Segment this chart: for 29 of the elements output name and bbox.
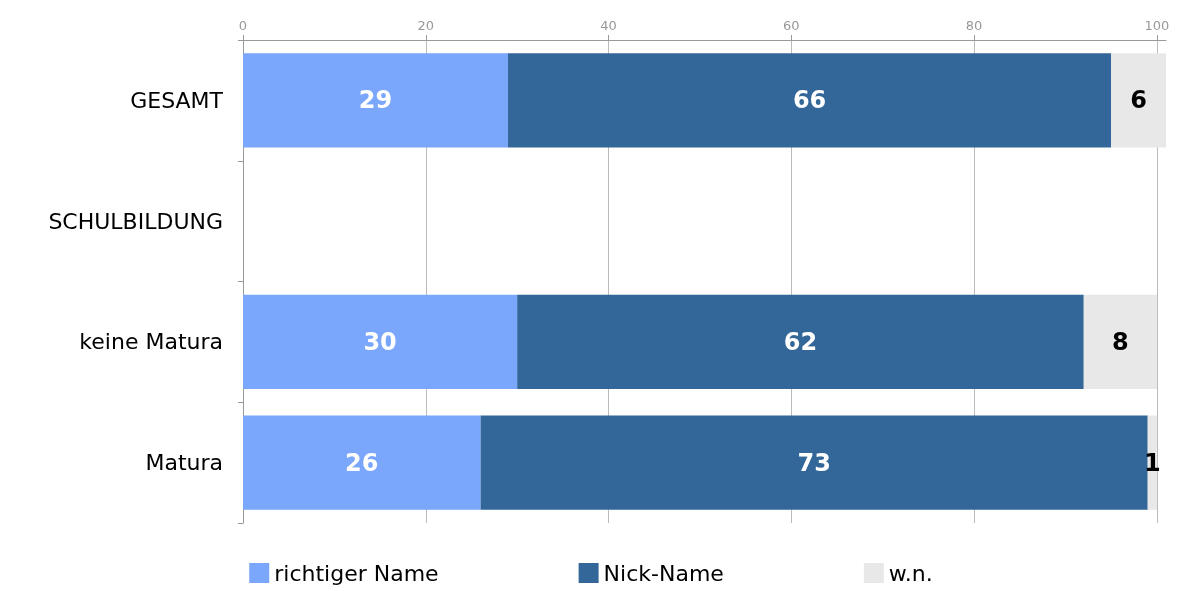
bar bbox=[480, 415, 1148, 510]
data-label: 66 bbox=[792, 86, 827, 115]
bar bbox=[243, 53, 509, 148]
y-tick-label: keine Matura bbox=[79, 329, 223, 355]
data-label: 73 bbox=[797, 448, 831, 477]
bar bbox=[517, 294, 1084, 389]
data-label: 29 bbox=[358, 86, 393, 115]
bar bbox=[243, 415, 481, 510]
x-tick-label: 20 bbox=[417, 18, 435, 33]
legend-label: richtiger Name bbox=[274, 560, 439, 586]
bar bbox=[508, 53, 1112, 148]
data-label: 6 bbox=[1130, 86, 1147, 115]
legend-label: w.n. bbox=[888, 560, 933, 586]
x-tick-label: 100 bbox=[1144, 18, 1170, 33]
x-tick-label: 80 bbox=[965, 18, 983, 33]
bar bbox=[1083, 294, 1157, 389]
x-tick-label: 60 bbox=[783, 18, 800, 33]
data-label: 30 bbox=[363, 327, 397, 356]
data-label: 8 bbox=[1111, 327, 1129, 356]
x-tick-label: 40 bbox=[600, 18, 617, 33]
bar bbox=[243, 294, 518, 389]
bar bbox=[1111, 53, 1166, 148]
y-tick-label: SCHULBILDUNG bbox=[48, 208, 223, 234]
legend-label: Nick-Name bbox=[603, 560, 724, 586]
y-tick-label: GESAMT bbox=[130, 87, 224, 113]
data-label: 26 bbox=[345, 448, 379, 477]
x-tick-label: 0 bbox=[238, 18, 248, 33]
y-tick-label: Matura bbox=[145, 450, 223, 476]
data-label: 62 bbox=[783, 327, 818, 356]
